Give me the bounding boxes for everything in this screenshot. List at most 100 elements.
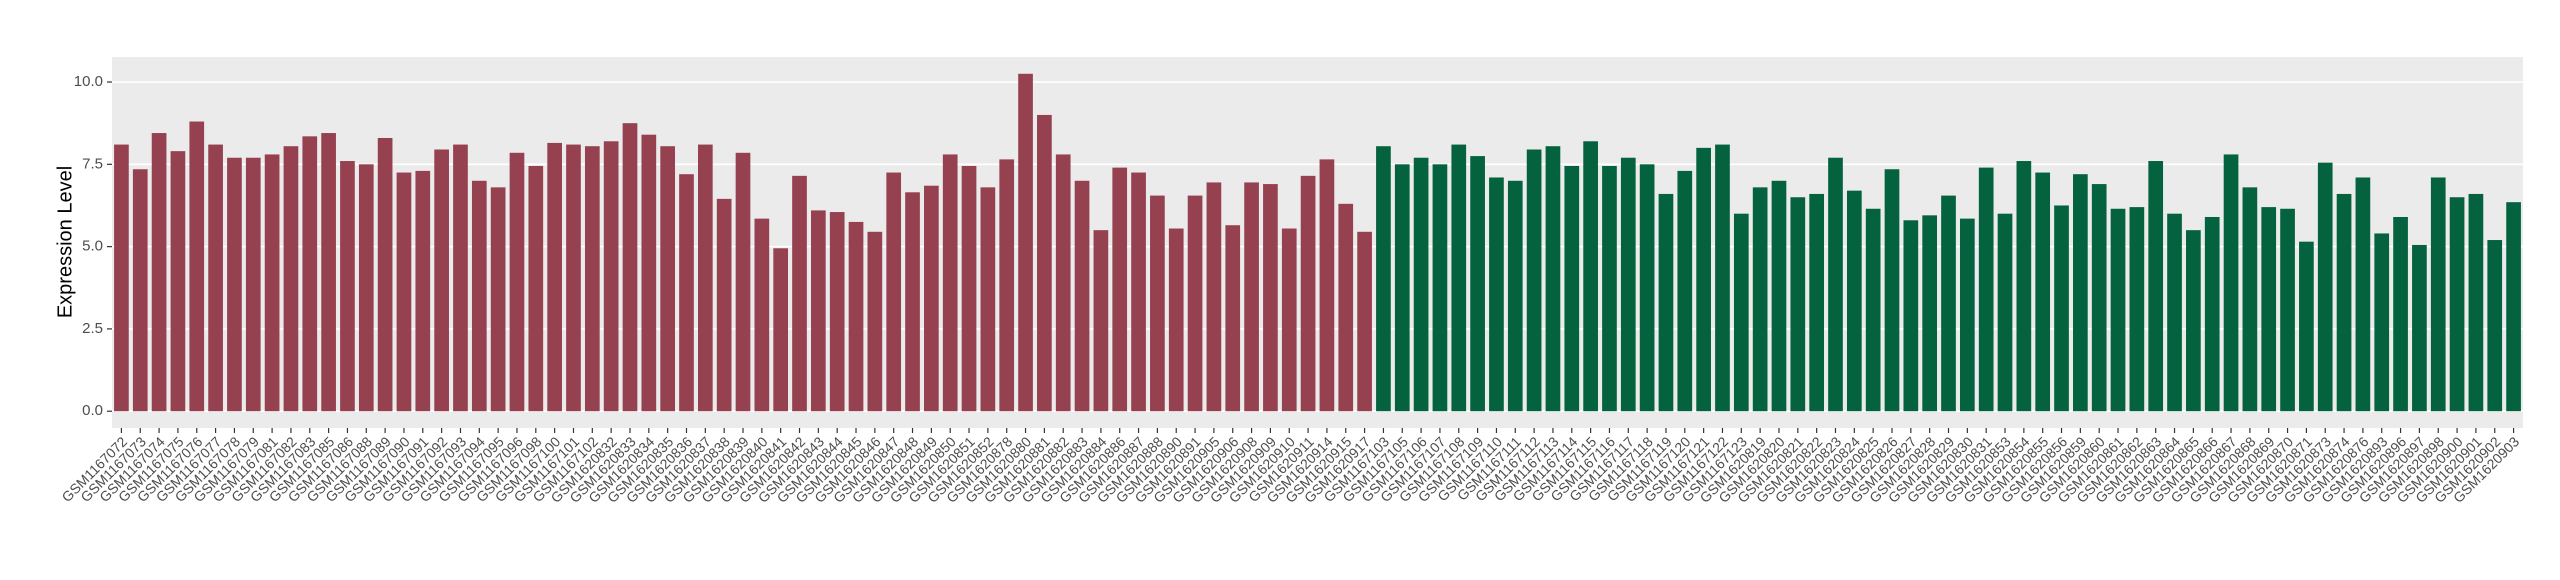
- bar: [2110, 208, 2126, 412]
- bar: [1828, 157, 1843, 412]
- bar: [2054, 205, 2069, 412]
- bar: [905, 192, 920, 412]
- bar: [1263, 184, 1278, 412]
- bar: [358, 164, 374, 412]
- bar: [1677, 170, 1693, 412]
- bar: [942, 154, 958, 412]
- bar: [321, 133, 336, 412]
- bar: [961, 165, 977, 412]
- bar: [1922, 215, 1938, 412]
- bar: [2468, 193, 2484, 412]
- bar: [1432, 164, 1448, 412]
- bar: [1846, 190, 1862, 412]
- bar: [1112, 167, 1128, 412]
- bar: [735, 152, 751, 412]
- bar: [2430, 177, 2446, 412]
- bar: [2167, 213, 2182, 412]
- bar: [340, 161, 355, 412]
- y-tick-label: 0.0: [82, 402, 103, 419]
- bar: [1507, 180, 1523, 412]
- y-tick-label: 5.0: [82, 238, 103, 255]
- bar: [1357, 231, 1372, 412]
- bar: [151, 133, 167, 412]
- bar: [377, 137, 393, 412]
- bar: [396, 172, 412, 412]
- bar: [2091, 184, 2107, 412]
- bar: [415, 170, 431, 412]
- bar: [1959, 218, 1975, 412]
- bar: [1093, 230, 1109, 412]
- bar: [2261, 207, 2277, 412]
- bar: [1602, 165, 1617, 412]
- bar: [114, 144, 129, 412]
- bar: [2035, 172, 2051, 412]
- bar: [1470, 156, 1485, 412]
- bar: [1545, 146, 1561, 412]
- bar: [867, 231, 883, 412]
- bar: [208, 144, 223, 412]
- bar: [2393, 216, 2408, 412]
- bar: [1131, 172, 1146, 412]
- bar: [1639, 164, 1655, 412]
- bar: [773, 248, 789, 412]
- bar: [1526, 149, 1542, 412]
- bar: [1451, 144, 1467, 412]
- bar: [1583, 141, 1598, 412]
- bar: [1376, 146, 1391, 412]
- bar: [2242, 187, 2258, 412]
- bar: [848, 221, 864, 412]
- y-tick-label: 10.0: [74, 73, 103, 90]
- bar: [2374, 233, 2390, 412]
- bar: [792, 175, 807, 412]
- bar: [924, 185, 939, 412]
- bar: [434, 149, 449, 412]
- bar: [584, 146, 600, 412]
- bar: [2186, 230, 2201, 412]
- bar: [283, 146, 299, 412]
- bar: [490, 187, 506, 412]
- bar: [1903, 220, 1919, 412]
- y-tick-label: 7.5: [82, 155, 103, 172]
- bar: [2280, 208, 2295, 412]
- bar: [1884, 169, 1900, 412]
- bar: [302, 136, 318, 412]
- bar: [716, 198, 732, 412]
- bar: [1752, 187, 1768, 412]
- bar: [471, 180, 487, 412]
- bar: [1489, 177, 1504, 412]
- bar: [1658, 193, 1674, 412]
- bar: [1809, 193, 1824, 412]
- bar: [227, 157, 242, 412]
- bar: [1696, 147, 1711, 412]
- y-tick-label: 2.5: [82, 320, 103, 337]
- bar: [1941, 195, 1956, 412]
- y-axis-title: Expression Level: [54, 166, 76, 318]
- bar: [754, 218, 770, 412]
- bar: [189, 121, 205, 412]
- bar: [1338, 203, 1354, 412]
- bar: [2299, 241, 2314, 412]
- bar: [1413, 157, 1429, 412]
- bar: [2336, 193, 2352, 412]
- bar: [1715, 144, 1730, 412]
- bar: [660, 146, 676, 412]
- bar: [1394, 164, 1410, 412]
- bar: [1281, 228, 1297, 412]
- bar: [1150, 195, 1165, 412]
- bar: [1733, 213, 1749, 412]
- bar: [1300, 175, 1316, 412]
- bar: [1168, 228, 1184, 412]
- bar: [1225, 225, 1241, 412]
- bar: [547, 142, 562, 412]
- bar: [566, 144, 581, 412]
- bar: [697, 144, 713, 412]
- bar: [1206, 182, 1222, 412]
- bar: [622, 123, 638, 412]
- bar: [999, 159, 1015, 412]
- bar: [509, 152, 525, 412]
- bar: [528, 165, 544, 412]
- bar: [2506, 202, 2521, 412]
- bar: [1055, 154, 1071, 412]
